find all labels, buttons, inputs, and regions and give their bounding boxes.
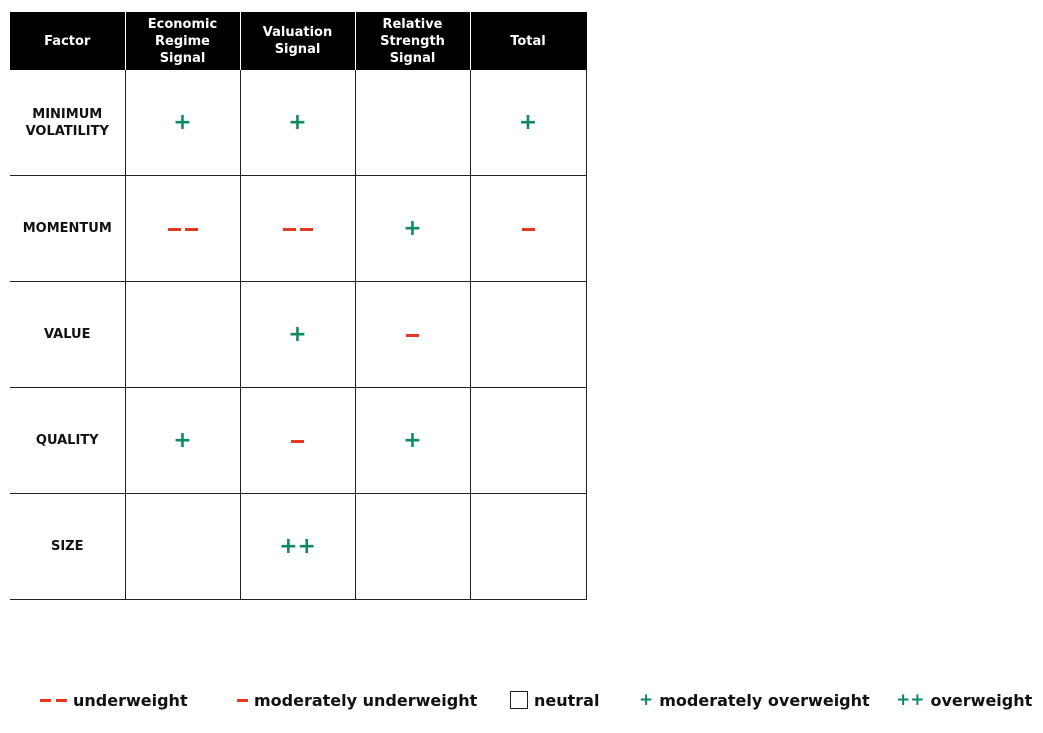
double-minus-icon (40, 698, 67, 702)
minus-bar (406, 333, 419, 337)
table-row: QUALITY + + (10, 387, 587, 494)
plus-icon: + (639, 690, 654, 710)
header-factor: Factor (10, 12, 126, 70)
header-economic-regime-signal: Economic Regime Signal (125, 12, 241, 70)
table-row: MOMENTUM + (10, 175, 587, 282)
row-label-momentum: MOMENTUM (10, 175, 126, 282)
row-label-quality: QUALITY (10, 387, 126, 494)
cell-signal: + (240, 281, 356, 388)
legend-label-moderately-underweight: moderately underweight (254, 690, 478, 710)
minus-icon (237, 698, 248, 702)
cell-signal (355, 281, 471, 388)
header-total: Total (470, 12, 587, 70)
legend-item-underweight: underweight (40, 686, 188, 714)
legend-label-underweight: underweight (73, 690, 188, 710)
double-minus-icon (282, 216, 313, 241)
legend-item-neutral: neutral (510, 686, 599, 714)
plus-icon: + (403, 428, 422, 453)
row-label-value: VALUE (10, 281, 126, 388)
cell-signal: + (355, 387, 471, 494)
plus-icon: + (173, 110, 192, 135)
table-header-row: Factor Economic Regime Signal Valuation Sig… (10, 12, 587, 70)
table-row: SIZE ++ (10, 493, 587, 600)
cell-signal (240, 387, 356, 494)
legend-label-moderately-overweight: moderately overweight (659, 690, 870, 710)
table-row: MINIMUM VOLATILITY + + + (10, 70, 587, 176)
empty-square-icon (510, 691, 528, 709)
cell-signal (355, 493, 471, 600)
legend-item-moderately-underweight: moderately underweight (237, 686, 477, 714)
plus-icon: + (173, 428, 192, 453)
legend-item-overweight: ++ overweight (896, 686, 1032, 714)
minus-icon (521, 216, 535, 241)
cell-signal: + (240, 70, 356, 176)
double-plus-icon: ++ (896, 690, 925, 710)
cell-signal (125, 281, 241, 388)
minus-bar (299, 227, 313, 231)
minus-bar (282, 227, 296, 231)
legend-item-moderately-overweight: + moderately overweight (639, 686, 870, 714)
cell-signal (470, 493, 587, 600)
minus-bar (521, 227, 535, 231)
double-plus-icon: ++ (279, 534, 316, 559)
double-minus-icon (167, 216, 198, 241)
cell-signal (125, 493, 241, 600)
cell-signal (470, 281, 587, 388)
legend: underweight moderately underweight neutr… (40, 686, 1032, 714)
cell-signal (240, 175, 356, 282)
cell-signal: + (125, 387, 241, 494)
table-row: VALUE + (10, 281, 587, 388)
header-valuation-signal: Valuation Signal (240, 12, 356, 70)
cell-signal: ++ (240, 493, 356, 600)
minus-bar (167, 227, 181, 231)
header-relative-strength-signal: Relative Strength Signal (355, 12, 471, 70)
plus-icon: + (518, 110, 538, 135)
cell-signal: + (125, 70, 241, 176)
minus-icon (291, 428, 304, 453)
minus-bar (291, 439, 304, 443)
minus-bar (184, 227, 198, 231)
cell-signal (470, 387, 587, 494)
cell-signal (355, 70, 471, 176)
cell-signal: + (470, 70, 587, 176)
legend-label-neutral: neutral (534, 690, 600, 710)
row-label-size: SIZE (10, 493, 126, 600)
cell-signal (125, 175, 241, 282)
plus-icon: + (288, 110, 307, 135)
plus-icon: + (403, 216, 422, 241)
minus-icon (406, 322, 419, 347)
row-label-minimum-volatility: MINIMUM VOLATILITY (10, 70, 126, 176)
cell-signal (470, 175, 587, 282)
legend-label-overweight: overweight (930, 690, 1033, 710)
cell-signal: + (355, 175, 471, 282)
plus-icon: + (288, 322, 307, 347)
factor-signal-table: Factor Economic Regime Signal Valuation Sig… (10, 12, 587, 600)
